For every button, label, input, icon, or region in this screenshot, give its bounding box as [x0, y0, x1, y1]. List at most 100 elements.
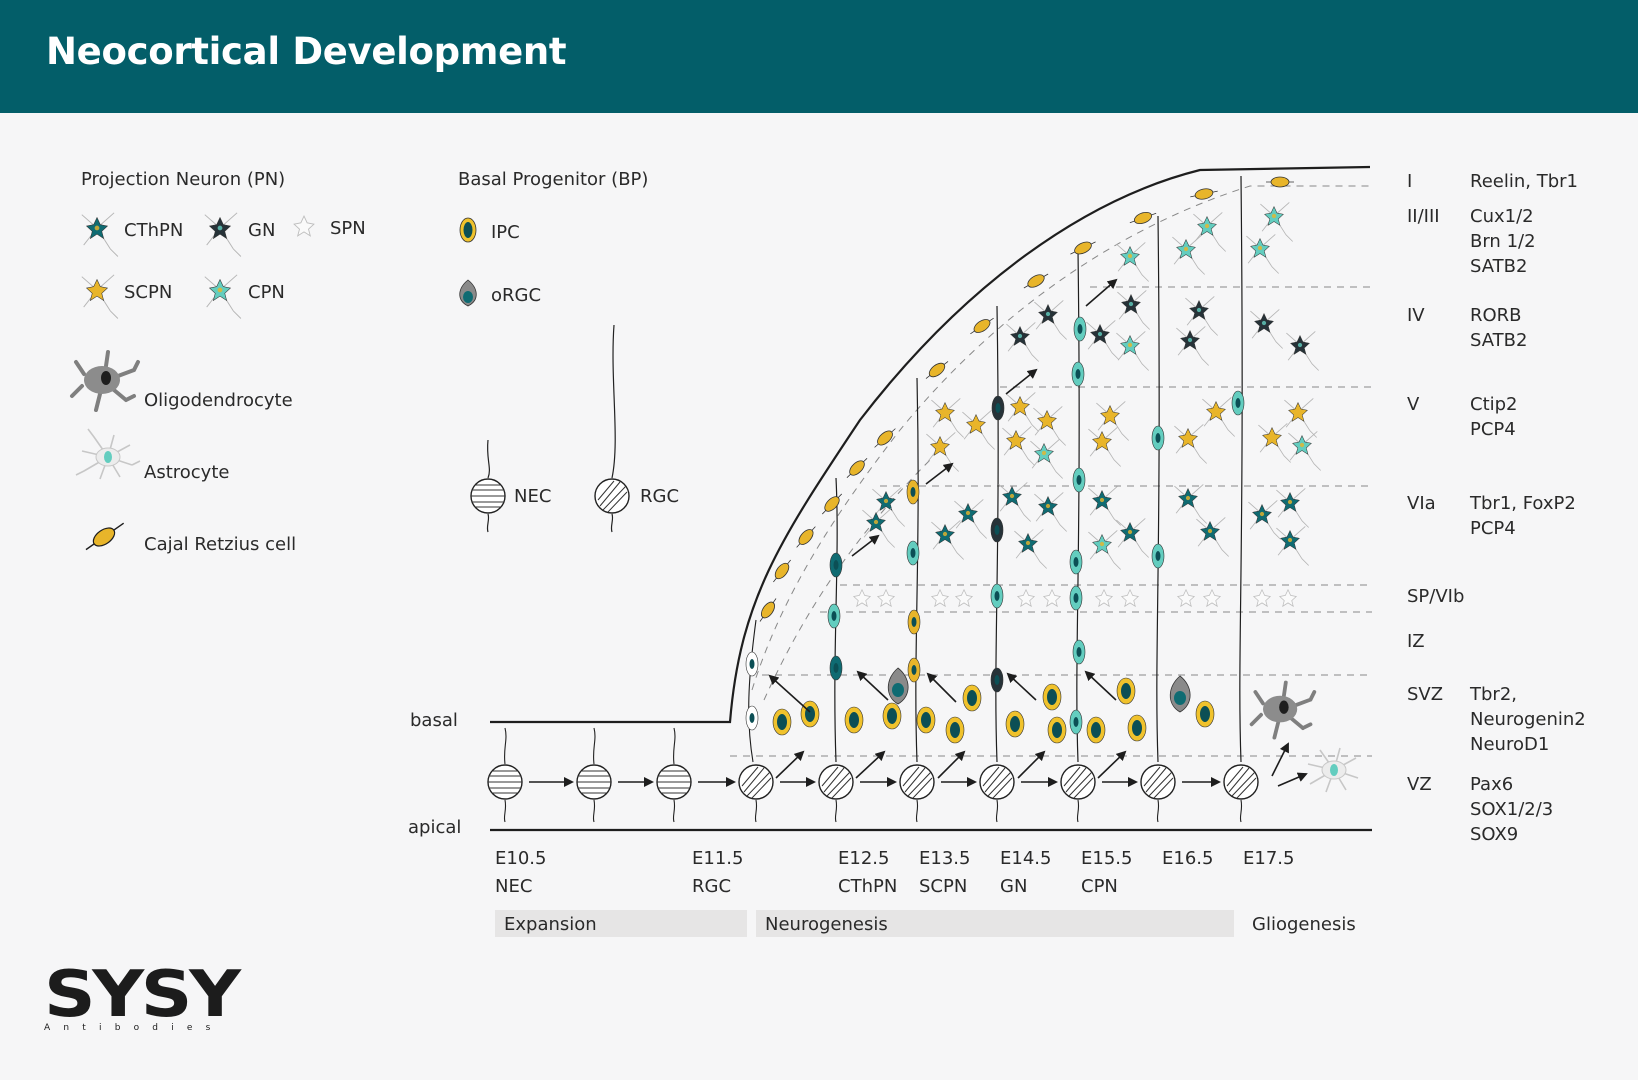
projection-neuron [1006, 322, 1040, 362]
migrating-neuron [1073, 316, 1087, 342]
stage-labels: E10.5 NEC E11.5 RGC E12.5 CThPN E13.5 SCPN E14.5… [495, 848, 1294, 897]
projection-neuron [1286, 331, 1320, 371]
stage-age: E13.5 [919, 848, 970, 869]
projection-neuron [1284, 398, 1318, 438]
migration-arrow [1017, 750, 1046, 779]
layer-marker: Pax6 [1470, 774, 1513, 795]
rgc-icon [594, 324, 630, 533]
projection-neuron [1288, 431, 1322, 471]
gn-icon [204, 212, 242, 257]
projection-neuron [1116, 518, 1150, 558]
ipc-cell [916, 706, 936, 734]
migration-arrow [1005, 368, 1038, 395]
projection-neuron [1006, 392, 1040, 432]
scpn-icon [81, 274, 119, 319]
projection-neuron [1260, 202, 1294, 242]
cajal-retzius-cell [970, 317, 994, 335]
layer-name: V [1407, 394, 1420, 415]
projection-neuron [1172, 235, 1206, 275]
stage-name: CPN [1081, 876, 1118, 897]
layer-marker: Brn 1/2 [1470, 231, 1536, 252]
migration-arrow [1084, 670, 1117, 701]
oligodendrocyte-label: Oligodendrocyte [144, 390, 293, 411]
nec-cell [656, 727, 692, 823]
nec-icon [470, 439, 506, 533]
layer-name: VZ [1407, 774, 1432, 795]
cajal-retzius-cells [759, 176, 1294, 622]
cortex-outline [490, 165, 1371, 724]
ipc-cell [1005, 710, 1025, 738]
migrating-neuron [990, 517, 1004, 543]
rgc-cell [1223, 764, 1259, 823]
stage-name: SCPN [919, 876, 967, 897]
layer-marker: NeuroD1 [1470, 734, 1549, 755]
rgc-cell [1140, 764, 1176, 823]
layer-marker: SATB2 [1470, 256, 1527, 277]
cajal-retzius-cell [1070, 241, 1096, 255]
stage-name: NEC [495, 876, 532, 897]
migrating-neuron [827, 603, 841, 629]
migrating-neuron [1072, 467, 1086, 493]
projection-neuron [962, 410, 996, 450]
ipc-cell [844, 706, 864, 734]
cajal-retzius-cell [821, 493, 843, 515]
projection-neuron [1014, 529, 1048, 569]
bp-legend-header: Basal Progenitor (BP) [458, 169, 648, 190]
projection-neuron [872, 487, 906, 527]
legend-cpn-label: CPN [248, 282, 285, 303]
neurogenesis-bar [756, 910, 1234, 937]
migrating-neuron [1151, 543, 1165, 569]
projection-neuron [1176, 326, 1210, 366]
cajal-retzius-cell [1190, 188, 1218, 200]
migration-arrow [855, 750, 886, 779]
ipc-icon [459, 217, 477, 243]
spn-icon [293, 215, 315, 237]
ipc-cell [962, 684, 982, 712]
layer-marker: Cux1/2 [1470, 206, 1534, 227]
cajal-retzius-icon [85, 522, 125, 551]
layer-name: I [1407, 171, 1412, 192]
projection-neuron [954, 499, 988, 539]
migration-arrow [1006, 672, 1037, 701]
migrating-neuron [829, 552, 843, 578]
migrating-neuron [990, 583, 1004, 609]
projection-neuron [998, 482, 1032, 522]
ipc-cell [1116, 677, 1136, 705]
spn-cell [1121, 589, 1139, 607]
stage-name: RGC [692, 876, 731, 897]
cthpn-icon [81, 212, 119, 257]
rgc-cell [738, 764, 774, 823]
ventricular-zone-cells [487, 727, 1259, 823]
phase-expansion: Expansion [504, 914, 597, 935]
projection-neuron [1185, 296, 1219, 336]
layer-marker: Tbr2, [1469, 684, 1517, 705]
cajal-retzius-cell [1023, 273, 1049, 289]
projection-neuron [1034, 492, 1068, 532]
layer-marker: SOX9 [1470, 824, 1518, 845]
migrating-neuron [829, 655, 843, 681]
spn-cell [1095, 589, 1113, 607]
migrating-neuron [907, 609, 921, 635]
migration-arrow [851, 534, 880, 557]
projection-neuron [1116, 331, 1150, 371]
nec-label: NEC [514, 486, 551, 507]
projection-neuron [1096, 401, 1130, 441]
header-bar: Neocortical Development [0, 0, 1638, 113]
pn-legend: CThPN GN SPN SCPN CPN [81, 212, 366, 319]
cajal-retzius-label: Cajal Retzius cell [144, 534, 296, 555]
page-title: Neocortical Development [46, 30, 567, 73]
cajal-retzius-cell [874, 428, 896, 448]
ipc-cell [772, 708, 792, 736]
stage-age: E14.5 [1000, 848, 1051, 869]
migration-arrow [1271, 742, 1289, 777]
projection-neuron [931, 520, 965, 560]
cajal-retzius-cell [1266, 176, 1294, 188]
rgc-cell [899, 764, 935, 823]
ipc-cell [945, 716, 965, 744]
projection-neuron [862, 508, 896, 548]
migrating-neuron [745, 651, 759, 677]
rgc-cell [1060, 764, 1096, 823]
migrating-neuron [1069, 549, 1083, 575]
projection-neuron [1174, 484, 1208, 524]
projection-neuron [1088, 486, 1122, 526]
